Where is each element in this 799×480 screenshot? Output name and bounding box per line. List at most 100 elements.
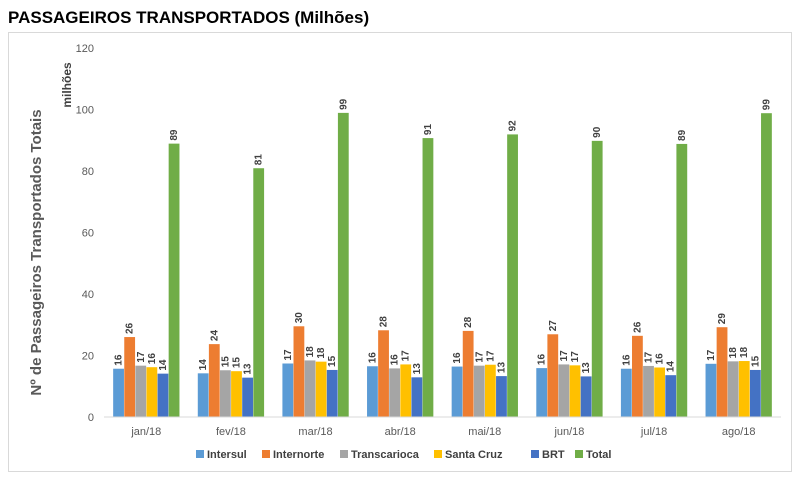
bar-brt xyxy=(411,377,423,417)
data-label: 99 xyxy=(338,98,349,110)
data-label: 92 xyxy=(508,120,519,132)
chart-title: PASSAGEIROS TRANSPORTADOS (Milhões) xyxy=(8,8,370,27)
bar-brt xyxy=(157,373,169,417)
bar-intersul xyxy=(113,368,124,417)
bar-total xyxy=(422,138,434,417)
data-label: 14 xyxy=(666,361,677,373)
data-label: 17 xyxy=(485,350,496,362)
x-tick-label: ago/18 xyxy=(722,426,756,438)
bar-total xyxy=(676,143,688,417)
data-label: 18 xyxy=(305,346,316,358)
data-label: 28 xyxy=(379,316,390,328)
data-label: 17 xyxy=(283,349,294,361)
bar-transcarioca xyxy=(558,364,570,417)
data-label: 17 xyxy=(474,351,485,363)
data-label: 17 xyxy=(136,351,147,363)
legend-item: Transcarioca xyxy=(351,449,420,461)
data-label: 18 xyxy=(316,347,327,359)
data-label: 14 xyxy=(158,359,169,371)
bar-internorte xyxy=(462,330,474,417)
x-tick-label: mai/18 xyxy=(468,426,501,438)
bar-total xyxy=(591,140,603,417)
legend-swatch xyxy=(196,450,204,458)
bar-total xyxy=(507,134,518,417)
bar-transcarioca xyxy=(727,361,739,417)
x-tick-label: jun/18 xyxy=(553,426,584,438)
x-tick-label: jan/18 xyxy=(130,426,161,438)
y-tick-label: 100 xyxy=(76,105,94,117)
unit-label: milhões xyxy=(60,62,74,108)
data-label: 15 xyxy=(231,357,242,369)
bar-internorte xyxy=(378,330,389,417)
bar-santa-cruz xyxy=(146,367,158,417)
bar-intersul xyxy=(282,363,294,417)
data-label: 89 xyxy=(169,129,180,141)
data-label: 17 xyxy=(644,351,655,363)
data-label: 81 xyxy=(254,154,265,166)
data-label: 15 xyxy=(220,356,231,368)
bar-transcarioca xyxy=(304,360,316,417)
bar-transcarioca xyxy=(389,368,401,417)
legend-item: BRT xyxy=(542,449,565,461)
bar-total xyxy=(761,113,772,417)
data-label: 18 xyxy=(739,346,750,358)
data-label: 15 xyxy=(750,355,761,367)
bar-brt xyxy=(496,376,507,417)
bar-brt xyxy=(326,369,338,417)
data-label: 99 xyxy=(761,99,772,111)
legend-swatch xyxy=(340,450,348,458)
y-tick-label: 60 xyxy=(82,228,94,240)
data-label: 30 xyxy=(294,312,305,324)
bar-intersul xyxy=(705,363,717,417)
bar-transcarioca xyxy=(473,365,485,417)
bar-internorte xyxy=(547,334,559,417)
data-label: 16 xyxy=(621,354,632,366)
bar-intersul xyxy=(197,373,209,417)
bar-santa-cruz xyxy=(315,361,327,417)
legend-item: Intersul xyxy=(207,449,247,461)
data-label: 26 xyxy=(632,321,643,333)
data-label: 91 xyxy=(423,124,434,136)
data-label: 13 xyxy=(581,362,592,374)
legend-item: Total xyxy=(586,449,611,461)
bar-internorte xyxy=(208,344,220,417)
bar-transcarioca xyxy=(219,370,231,417)
data-label: 16 xyxy=(452,352,463,364)
data-label: 15 xyxy=(327,355,338,367)
bar-total xyxy=(168,143,180,417)
y-axis-title: Nº de Passageiros Transportados Totais xyxy=(28,109,45,395)
data-label: 27 xyxy=(548,320,559,332)
data-label: 89 xyxy=(677,129,688,141)
bar-brt xyxy=(580,376,592,417)
x-tick-label: mar/18 xyxy=(298,426,332,438)
bar-santa-cruz xyxy=(231,371,242,417)
bar-internorte xyxy=(293,326,305,417)
data-label: 16 xyxy=(367,352,378,364)
legend-swatch xyxy=(262,450,270,458)
data-label: 17 xyxy=(401,350,412,362)
data-label: 18 xyxy=(728,347,739,359)
bar-intersul xyxy=(451,366,463,417)
bar-santa-cruz xyxy=(484,364,496,417)
legend-swatch xyxy=(531,450,539,458)
data-label: 13 xyxy=(243,363,254,375)
y-tick-label: 0 xyxy=(88,412,94,424)
legend-item: Internorte xyxy=(273,449,324,461)
chart-canvas: 0 20 40 60 80 100 120 Nº de Passageiros Transpo… xyxy=(28,43,781,461)
y-tick-label: 80 xyxy=(82,166,94,178)
y-tick-label: 120 xyxy=(76,43,94,55)
data-label: 24 xyxy=(209,330,220,342)
data-label: 17 xyxy=(559,350,570,362)
bar-total xyxy=(337,112,349,417)
bar-internorte xyxy=(632,335,643,417)
legend-swatch xyxy=(434,450,442,458)
bar-intersul xyxy=(367,366,378,417)
bar-internorte xyxy=(124,337,136,417)
data-label: 14 xyxy=(198,359,209,371)
chart-frame: 0 20 40 60 80 100 120 Nº de Passageiros Transpo… xyxy=(8,32,792,472)
data-label: 16 xyxy=(147,353,158,365)
data-label: 16 xyxy=(537,354,548,366)
x-tick-label: abr/18 xyxy=(385,426,416,438)
x-tick-label: jul/18 xyxy=(640,426,667,438)
data-label: 16 xyxy=(114,354,125,366)
